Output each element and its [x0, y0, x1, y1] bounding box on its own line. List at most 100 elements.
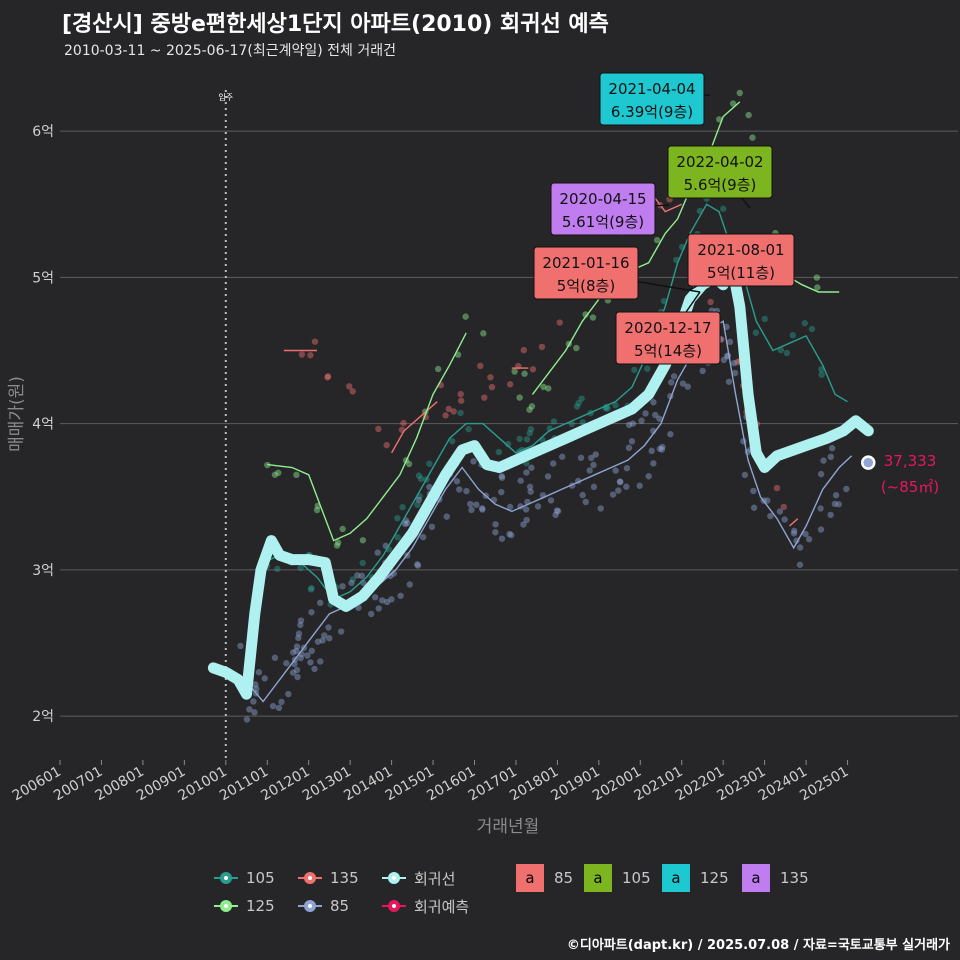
point-85: [316, 599, 324, 607]
point-85: [623, 483, 630, 490]
annotation-date: 2021-01-16: [542, 254, 629, 272]
y-tick-label: 2억: [32, 709, 54, 725]
point-125: [736, 89, 743, 97]
point-85: [588, 454, 595, 462]
legend-item-105: 105: [214, 866, 275, 890]
point-135: [538, 343, 546, 351]
point-85: [492, 521, 499, 528]
annotation-box: [550, 182, 656, 236]
point-125: [589, 314, 597, 321]
point-85: [750, 504, 758, 511]
y-tick-label: 3억: [32, 563, 54, 579]
legend-label: 105: [622, 869, 651, 887]
point-85: [319, 637, 326, 644]
point-135: [481, 394, 488, 401]
point-105: [783, 349, 791, 357]
point-85: [237, 642, 244, 650]
point-105: [631, 366, 638, 374]
point-105: [426, 460, 433, 467]
point-85: [612, 467, 619, 474]
point-135: [734, 359, 741, 366]
series-line-135: [390, 401, 438, 454]
point-85: [467, 500, 474, 508]
point-85: [725, 378, 733, 385]
point-125: [271, 471, 279, 478]
point-85: [827, 511, 834, 519]
point-85: [597, 505, 604, 512]
point-85: [388, 596, 395, 603]
point-85: [371, 594, 379, 601]
point-105: [516, 435, 523, 443]
point-125: [526, 406, 533, 413]
legend-swatch: a: [584, 864, 612, 892]
point-85: [520, 521, 527, 528]
point-85: [802, 530, 809, 538]
point-105: [573, 403, 581, 410]
legend-label: 85: [330, 897, 350, 915]
point-85: [656, 445, 664, 453]
point-85: [579, 491, 586, 499]
point-85: [796, 544, 804, 551]
point-135: [298, 351, 306, 358]
point-125: [813, 274, 821, 281]
page-title: [경산시] 중방e편한세상1단지 아파트(2010) 회귀선 예측: [62, 12, 609, 37]
point-135: [780, 503, 787, 511]
annotation-price: 5억(14층): [634, 342, 702, 360]
point-85: [387, 572, 394, 580]
point-85: [337, 628, 345, 635]
point-125: [511, 368, 518, 375]
point-135: [311, 338, 319, 345]
point-85: [790, 530, 798, 537]
point-85: [831, 500, 838, 508]
page-subtitle: 2010-03-11 ~ 2025-06-17(최근계약일) 전체 거래건: [64, 43, 396, 59]
point-85: [339, 583, 346, 590]
point-85: [314, 638, 322, 645]
point-85: [308, 609, 315, 616]
point-85: [275, 704, 283, 712]
point-85: [283, 660, 290, 667]
point-85: [468, 506, 475, 514]
point-85: [720, 356, 728, 364]
point-85: [293, 647, 300, 655]
point-85: [378, 597, 386, 604]
point-135: [346, 383, 353, 390]
point-105: [752, 329, 760, 336]
point-105: [720, 205, 727, 212]
point-85: [250, 698, 257, 705]
annotations: 2021-04-04 6.39억(9층) 2022-04-02 5.6억(9층) 202…: [533, 72, 795, 365]
point-135: [506, 381, 514, 388]
legend-label: 85: [554, 869, 574, 887]
point-85: [253, 685, 260, 692]
point-105: [660, 297, 668, 305]
point-105: [349, 576, 357, 583]
point-85: [656, 415, 663, 422]
point-85: [456, 486, 463, 493]
point-85: [243, 716, 251, 723]
point-85: [670, 373, 678, 380]
point-125: [480, 330, 487, 337]
point-85: [479, 506, 486, 513]
regression-line: [207, 257, 874, 700]
annotation-date: 2020-04-15: [559, 190, 646, 208]
point-85: [645, 473, 652, 480]
x-axis-label: 거래년월: [477, 817, 540, 837]
point-105: [504, 440, 512, 448]
point-105: [495, 448, 503, 456]
point-105: [789, 332, 797, 339]
point-105: [575, 399, 582, 407]
point-135: [529, 366, 537, 373]
point-85: [269, 702, 277, 710]
legend-key: [298, 866, 322, 890]
point-85: [311, 665, 318, 673]
point-85: [261, 675, 268, 682]
point-85: [293, 666, 301, 674]
point-85: [553, 507, 561, 514]
point-105: [818, 365, 825, 373]
point-135: [349, 388, 356, 395]
legend-box-135: a 135: [742, 864, 809, 892]
point-105: [644, 365, 651, 372]
point-85: [383, 598, 391, 606]
point-105: [578, 395, 585, 402]
y-axis: 2억 3억 4억 5억 6억: [32, 124, 54, 725]
point-85: [473, 501, 480, 508]
